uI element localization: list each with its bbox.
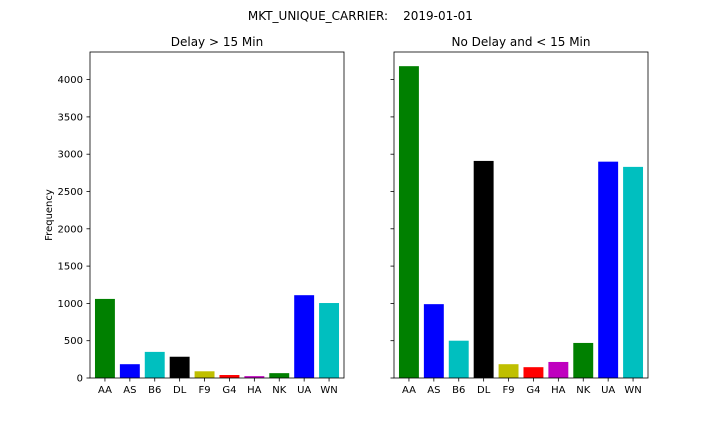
right-bar-ha xyxy=(548,361,569,378)
left-y-tick-label: 2500 xyxy=(58,187,83,198)
right-axes-frame xyxy=(393,51,649,379)
left-chart-title: Delay > 15 Min xyxy=(171,35,263,49)
right-chart-title: No Delay and < 15 Min xyxy=(452,35,591,49)
left-bar-b6 xyxy=(144,351,165,378)
right-x-tick-label: AA xyxy=(402,385,416,396)
right-bar-wn xyxy=(623,166,644,378)
left-bar-aa xyxy=(94,298,115,378)
right-bar-nk xyxy=(573,342,594,378)
left-bar-nk xyxy=(269,373,290,378)
left-bar-as xyxy=(119,364,140,378)
left-bar-f9 xyxy=(194,371,215,378)
left-x-tick-label: B6 xyxy=(148,385,161,396)
right-x-tick-label: WN xyxy=(624,385,641,396)
left-y-tick-label: 1500 xyxy=(58,262,83,273)
left-y-tick-label: 2000 xyxy=(58,224,83,235)
right-x-tick-label: AS xyxy=(427,385,440,396)
left-x-tick-label: F9 xyxy=(198,385,210,396)
right-bar-as xyxy=(423,304,444,378)
right-bar-f9 xyxy=(498,364,519,378)
left-axes-frame xyxy=(89,51,345,379)
left-x-tick-label: NK xyxy=(272,385,286,396)
right-x-tick-label: F9 xyxy=(502,385,514,396)
left-y-tick-label: 4000 xyxy=(58,75,83,86)
left-bar-dl xyxy=(169,356,190,378)
right-bar-ua xyxy=(598,161,619,378)
right-x-tick-label: DL xyxy=(477,385,491,396)
left-y-tick-label: 1000 xyxy=(58,299,83,310)
right-bar-dl xyxy=(473,160,494,378)
right-x-tick-label: NK xyxy=(576,385,590,396)
left-x-tick-label: G4 xyxy=(222,385,236,396)
left-y-axis-label: Frequency xyxy=(44,189,55,241)
left-bar-ha xyxy=(244,376,265,378)
right-chart-panel: AA AS B6 DL F9 G4 HA NK UA WN No Delay and < 15 Mi… xyxy=(390,35,649,396)
figure-suptitle-date: 2019-01-01 xyxy=(403,9,473,23)
left-y-tick-label: 500 xyxy=(64,336,83,347)
left-chart-panel: AA AS B6 DL F9 G4 HA NK UA WN 0 500 1000 1500 2000 2500… xyxy=(44,35,345,396)
left-x-tick-label: WN xyxy=(320,385,337,396)
left-y-tick-label: 3500 xyxy=(58,112,83,123)
left-x-tick-label: HA xyxy=(247,385,262,396)
right-bar-b6 xyxy=(448,340,469,378)
right-x-tick-label: B6 xyxy=(452,385,465,396)
left-x-tick-label: AS xyxy=(123,385,136,396)
left-x-tick-label: UA xyxy=(297,385,311,396)
left-y-tick-label: 3000 xyxy=(58,150,83,161)
left-bar-g4 xyxy=(219,375,240,378)
right-x-tick-label: HA xyxy=(551,385,566,396)
right-bar-g4 xyxy=(523,367,544,378)
left-x-tick-label: DL xyxy=(173,385,187,396)
left-bar-ua xyxy=(294,295,315,378)
left-bar-wn xyxy=(319,303,340,378)
right-bar-aa xyxy=(398,66,419,379)
figure-suptitle-label: MKT_UNIQUE_CARRIER: xyxy=(248,9,388,23)
left-y-tick-label: 0 xyxy=(77,374,83,385)
right-x-tick-label: G4 xyxy=(526,385,540,396)
left-x-tick-label: AA xyxy=(98,385,112,396)
right-x-tick-label: UA xyxy=(601,385,615,396)
